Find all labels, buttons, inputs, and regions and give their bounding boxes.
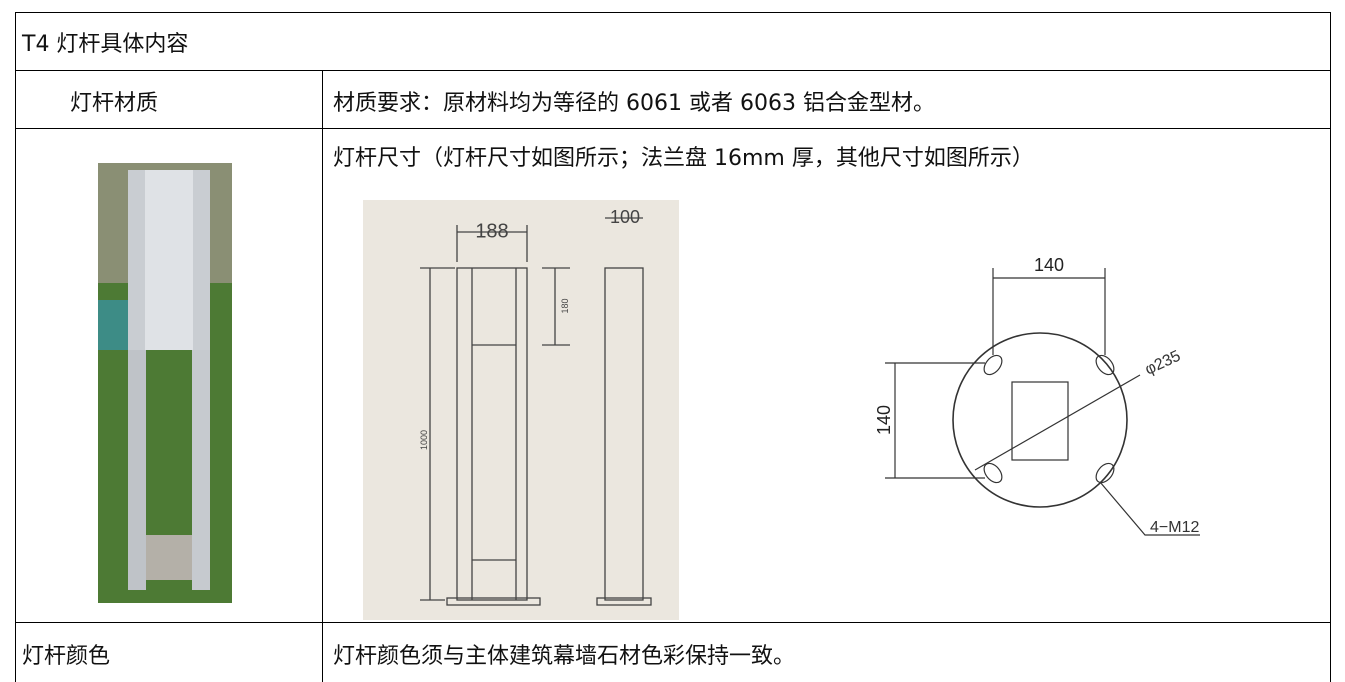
row-label: 灯杆材质 — [70, 91, 159, 116]
photo — [98, 163, 232, 603]
dimension-label: 100 — [610, 207, 640, 227]
row-label: 灯杆颜色 — [22, 644, 111, 669]
border — [15, 70, 1331, 71]
border — [15, 622, 1331, 623]
row-content: 灯杆颜色须与主体建筑幕墙石材色彩保持一致。 — [333, 644, 796, 669]
row-content: 材质要求：原材料均为等径的 6061 或者 6063 铝合金型材。 — [333, 91, 935, 116]
dimension-label: 140 — [874, 405, 894, 435]
flange-drawing: 140 140 φ235 4−M12 — [874, 255, 1200, 536]
dimension-label: 1000 — [419, 430, 429, 450]
border — [1330, 12, 1331, 682]
title: T4 灯杆具体内容 — [22, 32, 189, 57]
dimension-label: 140 — [1034, 255, 1064, 275]
dimension-label: 4−M12 — [1150, 519, 1199, 536]
row-content: 灯杆尺寸（灯杆尺寸如图所示；法兰盘 16mm 厚，其他尺寸如图所示） — [333, 146, 1034, 171]
dimension-label: φ235 — [1143, 348, 1184, 379]
border — [322, 70, 323, 682]
dimension-label: 188 — [475, 220, 508, 242]
front-drawing: 188 100 180 1000 — [363, 200, 679, 620]
border — [15, 128, 1331, 129]
border — [15, 12, 1331, 13]
border — [15, 12, 16, 682]
dimension-label: 180 — [560, 298, 570, 313]
